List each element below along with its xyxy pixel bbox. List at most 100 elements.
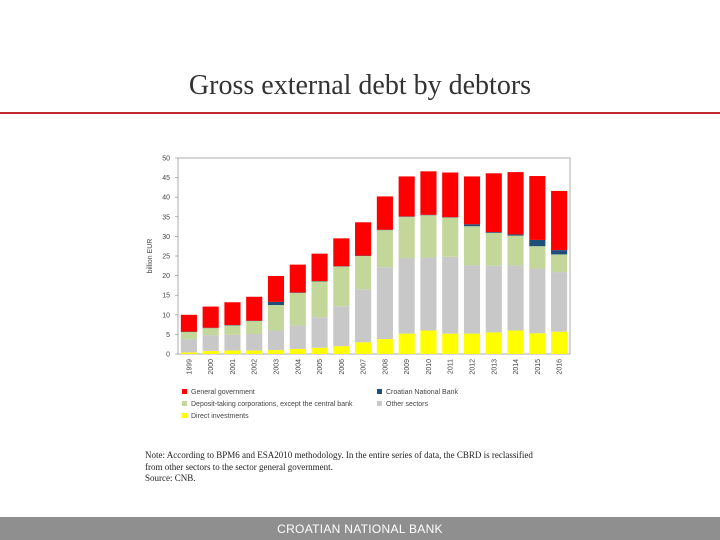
bar-segment [355,342,372,354]
bar-segment [180,352,197,354]
bar-segment [246,334,263,351]
bar-segment [289,348,306,354]
bar-segment [267,275,285,302]
bar-segment [355,289,372,343]
x-tick-label: 2016 [557,359,564,375]
bar-segment [463,176,481,225]
y-tick-label: 35 [162,214,170,221]
source-line: Source: CNB. [145,473,196,483]
bar-segment [507,235,524,266]
bar-segment [355,256,372,290]
bar-segment [420,215,437,258]
footer-bar: CROATIAN NATIONAL BANK [0,517,720,540]
chart-note: Note: According to BPM6 and ESA2010 meth… [145,450,615,485]
bar-segment [289,264,306,293]
legend-label: Direct investments [191,413,249,420]
y-tick-label: 20 [162,273,170,280]
bar-segment [180,332,197,340]
bar-segment [202,328,219,336]
bar-segment [442,333,459,354]
bar-segment [202,350,219,354]
slide-title: Gross external debt by debtors [188,70,532,101]
footer-text: CROATIAN NATIONAL BANK [277,522,443,536]
y-tick-label: 40 [162,195,170,202]
y-tick-label: 5 [166,332,170,339]
bar-segment [463,224,481,227]
y-tick-label: 30 [162,234,170,241]
x-tick-label: 2004 [295,359,302,375]
x-tick-label: 2000 [208,359,215,375]
x-tick-label: 2003 [274,359,281,375]
bar-segment [529,239,546,247]
bar-segment [485,232,502,266]
bar-segment [267,305,285,331]
bar-segment [224,350,241,354]
legend-swatch [377,389,382,394]
bar-segment [529,246,546,269]
y-tick-label: 15 [162,293,170,300]
x-tick-label: 2015 [535,359,542,375]
bar-segment [420,171,437,215]
legend-label: General government [191,389,255,396]
note-line: from other sectors to the sector general… [145,461,333,472]
bar-segment [507,265,524,331]
y-tick-label: 45 [162,175,170,182]
bar-segment [398,216,415,258]
bar-segment [463,265,481,334]
bar-segment [398,257,415,334]
bar-segment [267,301,285,305]
legend-label: Croatian National Bank [386,389,458,396]
bar-segment [224,325,241,335]
bar-segment [267,330,285,351]
bar-segment [376,339,393,354]
bar-segment [485,332,502,354]
x-tick-label: 1999 [186,359,193,375]
x-tick-label: 2010 [426,359,433,375]
bar-segment [333,306,350,347]
x-tick-label: 2002 [252,359,259,375]
x-tick-label: 2006 [339,359,346,375]
bar-segment [529,268,546,334]
bar-segment [551,250,568,255]
bar-segment [289,292,306,326]
y-tick-label: 0 [166,352,170,359]
bar-segment [246,321,263,335]
x-tick-label: 2013 [491,359,498,375]
bar-segment [180,314,197,332]
bar-segment [180,339,197,353]
bar-segment [463,333,481,354]
bar-segment [463,226,481,266]
legend-label: Deposit-taking corporations, except the … [191,401,353,408]
bar-segment [507,172,524,235]
y-axis-label: billion EUR [147,239,154,274]
bar-segment [398,176,415,217]
bar-segment [355,222,372,256]
bar-segment [507,234,524,236]
bar-segment [202,335,219,351]
legend-swatch [182,389,187,394]
legend-swatch [377,401,382,406]
x-tick-label: 2007 [361,359,368,375]
bar-segment [420,257,437,331]
bar-segment [529,333,546,354]
bar-segment [507,330,524,354]
bar-segment [267,350,285,354]
bar-segment [551,190,568,251]
bar-segment [442,172,459,218]
bar-segment [289,325,306,349]
bar-segment [551,272,568,332]
bar-segment [311,317,328,348]
bar-segment [333,238,350,267]
y-tick-label: 50 [162,156,170,163]
y-tick-label: 10 [162,312,170,319]
x-tick-label: 2008 [382,359,389,375]
bar-segment [442,256,459,334]
bar-segment [420,330,437,354]
legend-label: Other sectors [386,401,429,408]
legend-swatch [182,413,187,418]
x-tick-label: 2005 [317,359,324,375]
bar-segment [485,232,502,233]
bar-segment [224,302,241,325]
bar-segment [333,346,350,354]
bar-segment [311,281,328,318]
